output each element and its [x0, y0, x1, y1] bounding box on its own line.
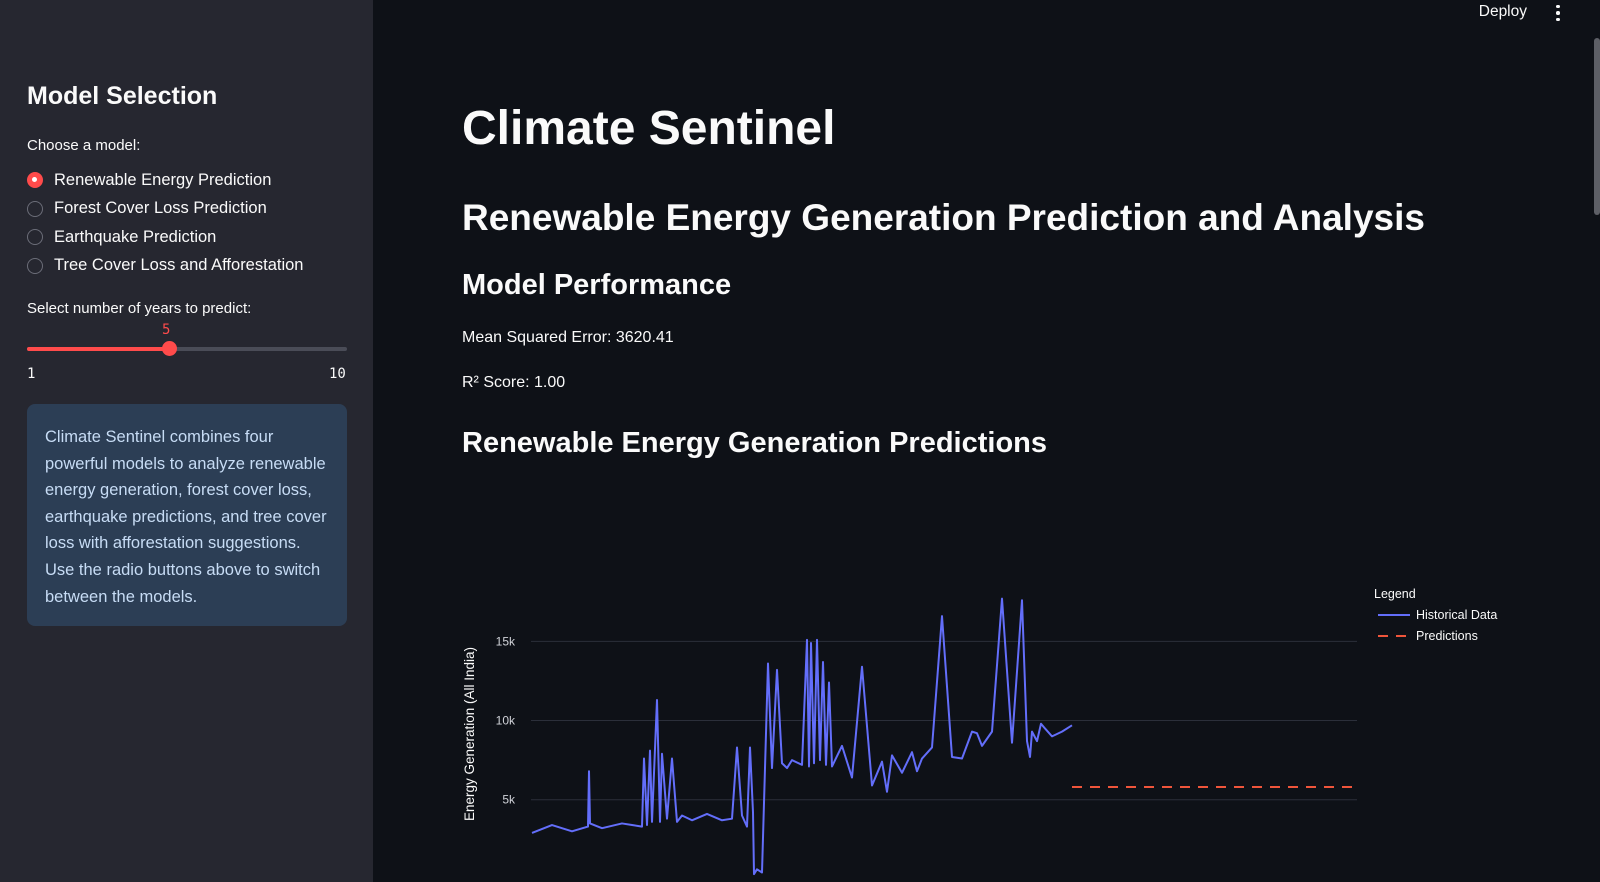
radio-unselected-icon[interactable] — [27, 200, 43, 217]
r2-text: R² Score: 1.00 — [462, 374, 566, 391]
radio-option-tree-cover[interactable]: Tree Cover Loss and Afforestation — [27, 252, 303, 281]
years-slider-label: Select number of years to predict: — [27, 300, 252, 317]
radio-unselected-icon[interactable] — [27, 229, 43, 246]
years-slider-thumb[interactable] — [162, 341, 178, 356]
y-tick-label: 15k — [496, 634, 516, 648]
y-tick-label: 10k — [496, 714, 516, 728]
years-slider-track[interactable] — [27, 341, 347, 356]
radio-option-label: Renewable Energy Prediction — [54, 170, 272, 189]
model-radio-group: Renewable Energy Prediction Forest Cover… — [27, 166, 303, 280]
energy-chart: 5k 10k 15k Energy Generation (All India) Leg… — [462, 587, 1497, 876]
sidebar-title: Model Selection — [27, 82, 218, 110]
deploy-button[interactable]: Deploy — [1478, 3, 1527, 20]
radio-option-earthquake[interactable]: Earthquake Prediction — [27, 223, 303, 252]
radio-option-label: Tree Cover Loss and Afforestation — [54, 256, 304, 275]
years-slider-value: 5 — [162, 322, 171, 338]
years-slider-max: 10 — [329, 366, 346, 382]
radio-selected-icon[interactable] — [27, 172, 43, 189]
sidebar: Model Selection Choose a model: Renewabl… — [0, 0, 373, 882]
app-header: Deploy — [373, 0, 1600, 36]
info-box: Climate Sentinel combines four powerful … — [27, 404, 347, 626]
mse-text: Mean Squared Error: 3620.41 — [462, 329, 674, 346]
legend-title: Legend — [1374, 587, 1416, 601]
page-subtitle: Renewable Energy Generation Prediction a… — [462, 197, 1425, 238]
years-slider-min: 1 — [27, 366, 36, 382]
chart-heading: Renewable Energy Generation Predictions — [462, 427, 1047, 459]
legend-item-label: Historical Data — [1416, 608, 1497, 622]
performance-heading: Model Performance — [462, 269, 732, 301]
model-radio-label: Choose a model: — [27, 137, 141, 154]
scrollbar[interactable] — [1594, 38, 1600, 215]
legend-item-label: Predictions — [1416, 629, 1478, 643]
page-title: Climate Sentinel — [462, 102, 836, 155]
y-tick-label: 5k — [502, 793, 516, 807]
y-axis-label: Energy Generation (All India) — [462, 647, 477, 821]
radio-option-label: Earthquake Prediction — [54, 227, 217, 246]
years-slider-fill — [27, 347, 170, 351]
radio-option-forest-cover[interactable]: Forest Cover Loss Prediction — [27, 195, 303, 224]
more-menu-icon[interactable] — [1550, 2, 1566, 24]
radio-unselected-icon[interactable] — [27, 257, 43, 274]
historical-line — [531, 597, 1073, 876]
radio-option-label: Forest Cover Loss Prediction — [54, 199, 267, 218]
radio-option-renewable-energy[interactable]: Renewable Energy Prediction — [27, 166, 303, 195]
